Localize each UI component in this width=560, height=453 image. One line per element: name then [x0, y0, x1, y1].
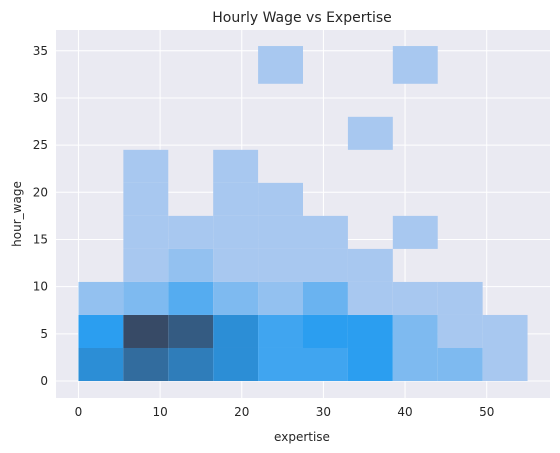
hist-cell: [78, 281, 124, 315]
hist-cell: [123, 182, 169, 216]
hist-cell: [437, 281, 483, 315]
hist-cell: [258, 314, 303, 348]
hist-cell: [168, 281, 214, 315]
hist-cell: [303, 215, 348, 249]
x-tick-label: 40: [397, 405, 412, 419]
chart-title: Hourly Wage vs Expertise: [212, 10, 392, 26]
hist-cell: [78, 347, 124, 382]
hist-cell: [258, 281, 303, 315]
y-tick-label: 35: [33, 44, 48, 58]
hist-cell: [123, 281, 169, 315]
x-tick-label: 0: [75, 405, 83, 419]
hist-cell: [258, 248, 303, 282]
hist-cell: [392, 314, 438, 348]
hist-cell: [123, 347, 169, 382]
hist-cell: [123, 314, 169, 348]
hist-cell: [392, 347, 438, 382]
hist-cell: [213, 314, 259, 348]
hist-cell: [303, 314, 348, 348]
hist-cell: [213, 215, 259, 249]
hist-cell: [213, 248, 259, 282]
hist-cell: [258, 182, 303, 216]
y-tick-label: 30: [33, 91, 48, 105]
hist-cell: [392, 46, 438, 84]
hist-cell: [392, 215, 438, 249]
hist-cell: [303, 248, 348, 282]
x-tick-labels: 0 10 20 30 40 50: [75, 405, 495, 419]
hist-cell: [482, 314, 528, 348]
hist-cell: [437, 314, 483, 348]
hist-cell: [123, 248, 169, 282]
hist-cell: [392, 281, 438, 315]
y-tick-label: 5: [40, 327, 48, 341]
y-tick-label: 0: [40, 374, 48, 388]
hist-cell: [347, 347, 393, 382]
hist-cell: [168, 314, 214, 348]
hist-cell: [347, 281, 393, 315]
hist-cell: [347, 116, 393, 150]
y-tick-labels: 0 5 10 15 20 25 30 35: [33, 44, 48, 388]
hist-cell: [213, 149, 259, 183]
y-tick-label: 15: [33, 232, 48, 246]
hist-cell: [213, 281, 259, 315]
x-tick-label: 10: [152, 405, 167, 419]
histogram-cells: [78, 46, 528, 382]
hist-cell: [168, 347, 214, 382]
x-axis-label: expertise: [274, 430, 330, 444]
y-axis-label: hour_wage: [10, 181, 24, 247]
x-tick-label: 30: [316, 405, 331, 419]
hist-cell: [347, 314, 393, 348]
hist-cell: [168, 248, 214, 282]
y-tick-label: 20: [33, 185, 48, 199]
x-tick-label: 50: [479, 405, 494, 419]
hist-cell: [213, 347, 259, 382]
hist-cell: [258, 215, 303, 249]
x-tick-label: 20: [234, 405, 249, 419]
hist-cell: [168, 215, 214, 249]
hist-cell: [258, 347, 303, 382]
hist-cell: [437, 347, 483, 382]
hist-cell: [482, 347, 528, 382]
hist-cell: [123, 149, 169, 183]
y-tick-label: 25: [33, 138, 48, 152]
hist-cell: [258, 46, 303, 84]
y-tick-label: 10: [33, 280, 48, 294]
hist-cell: [303, 347, 348, 382]
hist-cell: [123, 215, 169, 249]
hist-cell: [213, 182, 259, 216]
hist-cell: [347, 248, 393, 282]
hist-cell: [303, 281, 348, 315]
hist-cell: [78, 314, 124, 348]
